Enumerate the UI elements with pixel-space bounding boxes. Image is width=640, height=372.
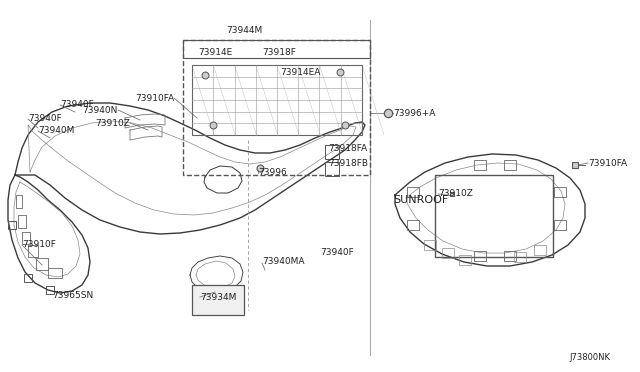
Bar [534, 245, 546, 255]
Bar [192, 65, 362, 135]
Text: 73914EA: 73914EA [280, 67, 321, 77]
Text: 73944M: 73944M [226, 26, 262, 35]
Text: 73910FA: 73910FA [588, 158, 627, 167]
Bar [36, 258, 48, 270]
Text: 73965SN: 73965SN [52, 292, 93, 301]
Text: 73940M: 73940M [38, 125, 74, 135]
Text: 73910Z: 73910Z [95, 119, 130, 128]
Text: 73918FA: 73918FA [328, 144, 367, 153]
Text: J73800NK: J73800NK [569, 353, 610, 362]
Bar [48, 268, 62, 278]
Text: 73918F: 73918F [262, 48, 296, 57]
Text: 73940MA: 73940MA [262, 257, 305, 266]
Bar [554, 187, 566, 197]
Text: 73940F: 73940F [320, 247, 354, 257]
Bar [24, 274, 32, 282]
Bar [504, 251, 516, 261]
Bar [554, 220, 566, 230]
Bar [46, 286, 54, 294]
Text: 73940F: 73940F [60, 99, 93, 109]
Bar [474, 160, 486, 170]
Text: 73940N: 73940N [83, 106, 118, 115]
Text: 73910Z: 73910Z [438, 189, 473, 198]
Bar [28, 245, 38, 257]
Bar [192, 285, 244, 315]
Bar [504, 160, 516, 170]
Text: 73910F: 73910F [22, 240, 56, 248]
Bar [16, 195, 22, 208]
Text: 73940F: 73940F [28, 113, 61, 122]
Bar [325, 162, 339, 176]
Bar [459, 255, 471, 265]
Text: 73934M: 73934M [200, 292, 236, 301]
Text: 73910FA: 73910FA [135, 93, 174, 103]
Bar [424, 240, 436, 250]
Bar [8, 221, 16, 229]
Bar [474, 251, 486, 261]
Bar [18, 215, 26, 228]
Bar [183, 40, 370, 175]
Text: 73996: 73996 [258, 167, 287, 176]
Bar [514, 252, 526, 262]
Bar [183, 40, 370, 58]
Bar [407, 220, 419, 230]
Text: SUNROOF: SUNROOF [393, 195, 448, 205]
Bar [407, 187, 419, 197]
Text: 73918FB: 73918FB [328, 158, 368, 167]
Bar [435, 175, 553, 257]
Bar [22, 232, 30, 244]
Bar [325, 145, 339, 159]
Bar [442, 248, 454, 258]
Text: 73996+A: 73996+A [393, 109, 435, 118]
Text: 73914E: 73914E [198, 48, 232, 57]
